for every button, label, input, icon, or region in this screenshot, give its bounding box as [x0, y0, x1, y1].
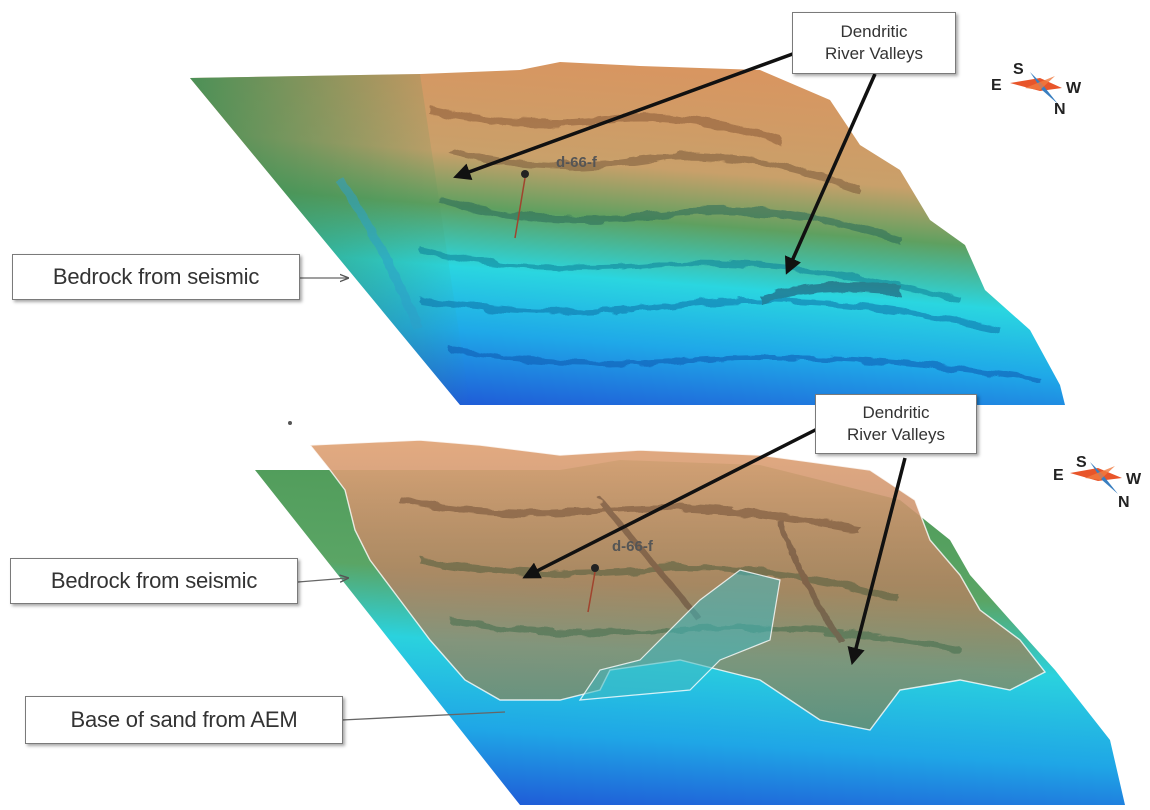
top-well-label: d-66-f [556, 154, 597, 171]
bottom-compass-east: E [1053, 467, 1064, 484]
top-well-marker [514, 170, 529, 239]
bottom-compass [1070, 462, 1122, 494]
bottom-compass-south: S [1076, 454, 1087, 471]
sand-label: Base of sand from AEM [70, 707, 298, 732]
bottom-terrain [255, 439, 1125, 805]
top-compass-south: S [1013, 61, 1024, 78]
bottom-compass-west: W [1126, 471, 1142, 488]
top-compass [1010, 72, 1062, 104]
top-terrain-left-shade [190, 74, 470, 405]
top-bedrock-label: Bedrock from seismic [52, 264, 260, 289]
bottom-bedrock-pointer [297, 578, 348, 582]
bottom-bedrock-callout: Bedrock from seismic [10, 558, 298, 604]
bottom-bedrock-label: Bedrock from seismic [50, 568, 258, 593]
top-valleys-line2: River Valleys [825, 44, 923, 63]
bottom-valleys-line1: Dendritic [862, 403, 930, 422]
bottom-compass-north: N [1118, 494, 1130, 511]
top-valleys-line1: Dendritic [840, 22, 908, 41]
top-compass-north: N [1054, 101, 1066, 118]
bottom-arrow-right [847, 457, 907, 666]
top-arrow-left [453, 42, 821, 181]
stray-dot [288, 421, 292, 425]
sand-callout: Base of sand from AEM [25, 696, 343, 744]
top-compass-east: E [991, 77, 1002, 94]
bottom-valleys-line2: River Valleys [847, 425, 945, 444]
sand-inner-edge [578, 569, 781, 701]
top-arrow-right [784, 73, 877, 275]
top-bedrock-callout: Bedrock from seismic [12, 254, 300, 300]
sand-pointer [341, 711, 506, 721]
bottom-well-label: d-66-f [612, 538, 653, 555]
top-terrain [190, 62, 1065, 405]
top-terrain-ridges [336, 106, 1041, 383]
bottom-valleys-callout: Dendritic River Valleys [815, 394, 977, 454]
arrows [297, 42, 907, 721]
bottom-well-marker [587, 564, 599, 613]
top-valleys-callout: Dendritic River Valleys [792, 12, 956, 74]
bottom-arrow-left [522, 418, 836, 579]
top-compass-west: W [1066, 80, 1082, 97]
